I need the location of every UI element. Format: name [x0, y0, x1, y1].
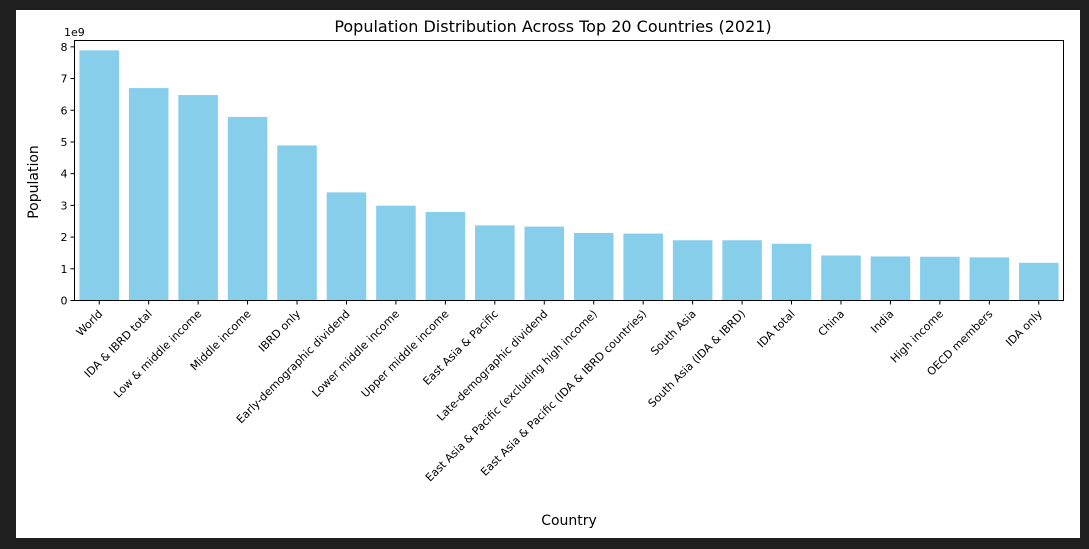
bar: [178, 95, 218, 301]
bar-chart: Population Distribution Across Top 20 Co…: [26, 17, 1064, 529]
x-tick-label: IBRD only: [256, 307, 303, 354]
x-tick-label: East Asia & Pacific (excluding high inco…: [423, 307, 600, 484]
bar: [79, 50, 119, 301]
chart-title: Population Distribution Across Top 20 Co…: [334, 17, 771, 36]
x-tick-label: IDA only: [1003, 307, 1045, 349]
bar: [870, 256, 911, 301]
y-tick-label: 4: [61, 168, 68, 181]
x-tick-label: Low & middle income: [111, 307, 204, 400]
bar: [277, 145, 317, 301]
bar: [475, 225, 515, 301]
bar: [969, 257, 1010, 301]
y-tick-label: 0: [61, 295, 68, 308]
x-axis-label: Country: [541, 513, 597, 529]
bar: [623, 233, 663, 301]
y-tick-label: 3: [61, 199, 68, 212]
x-tick-label: Lower middle income: [310, 307, 403, 400]
y-tick-label: 5: [61, 136, 68, 149]
bar: [672, 240, 713, 301]
bar: [425, 212, 466, 301]
x-tick-label: China: [816, 307, 847, 338]
bar: [573, 232, 614, 301]
bar: [821, 255, 861, 301]
plot-area-frame: [74, 40, 1064, 301]
x-tick-label: South Asia (IDA & IBRD): [646, 307, 749, 410]
x-tick-label: South Asia: [648, 307, 699, 358]
x-tick-label: World: [74, 307, 105, 338]
x-tick-label: India: [868, 307, 896, 335]
bar: [326, 192, 367, 301]
x-tick-label: IDA total: [755, 307, 798, 350]
bar: [771, 243, 812, 301]
y-tick-label: 7: [61, 73, 68, 86]
y-tick-label: 8: [61, 41, 68, 54]
bar: [524, 226, 565, 301]
y-tick-label: 1: [61, 263, 68, 276]
x-tick-label: Upper middle income: [359, 307, 452, 400]
y-tick-label: 2: [61, 231, 68, 244]
bar: [227, 116, 268, 301]
figure: Population Distribution Across Top 20 Co…: [16, 10, 1080, 538]
bar: [128, 88, 169, 301]
bar: [1019, 262, 1059, 301]
bar: [920, 256, 960, 301]
bar: [376, 205, 416, 301]
y-axis-offset-label: 1e9: [64, 26, 85, 39]
bottom-strip: [0, 538, 1089, 549]
y-tick-label: 6: [61, 104, 68, 117]
bar: [722, 240, 762, 301]
y-axis-label: Population: [26, 145, 42, 219]
